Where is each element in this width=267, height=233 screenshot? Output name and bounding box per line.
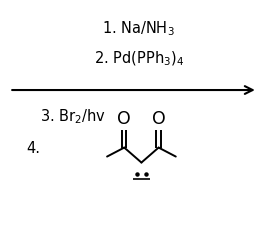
- Text: O: O: [117, 110, 131, 128]
- Text: 1. Na/NH$_3$: 1. Na/NH$_3$: [103, 20, 175, 38]
- Text: O: O: [152, 110, 166, 128]
- Text: 4.: 4.: [26, 141, 40, 156]
- Text: 2. Pd(PPh$_3$)$_4$: 2. Pd(PPh$_3$)$_4$: [94, 50, 184, 68]
- Text: 3. Br$_2$/hv: 3. Br$_2$/hv: [40, 107, 106, 126]
